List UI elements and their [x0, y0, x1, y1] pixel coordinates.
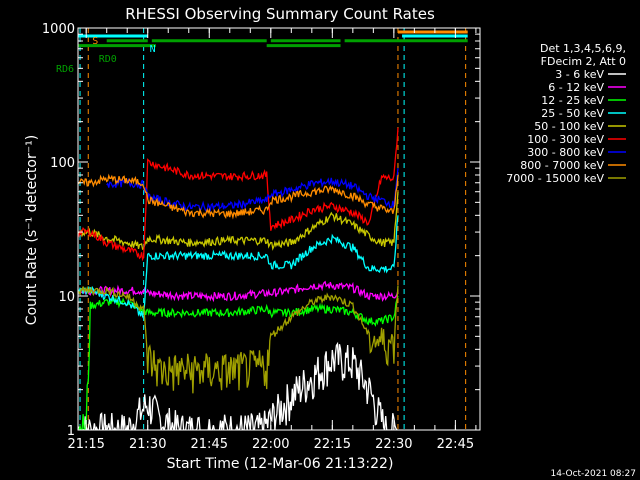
plot-frame — [77, 27, 481, 431]
series-line-0 — [78, 341, 398, 430]
flag-label-rd0: RD0 — [99, 54, 117, 65]
y-tick-label: 1 — [67, 424, 75, 439]
legend-entry-label: 100 - 300 keV — [527, 133, 604, 146]
x-tick-label: 22:00 — [252, 437, 289, 452]
x-tick-label: 22:15 — [314, 437, 351, 452]
series-line-6 — [106, 168, 399, 213]
x-tick-label: 21:45 — [191, 437, 228, 452]
x-axis-label: Start Time (12-Mar-06 21:13:22) — [167, 456, 394, 472]
legend-header-line: FDecim 2, Att 0 — [541, 55, 626, 68]
series-line-2 — [78, 295, 399, 430]
plot-area — [78, 28, 468, 430]
y-axis-label: Count Rate (s⁻¹ detector⁻¹) — [24, 135, 40, 325]
y-tick-label: 100 — [50, 156, 75, 171]
footer-date: 14-Oct-2021 08:27 — [551, 469, 636, 479]
x-tick-label: 22:30 — [375, 437, 412, 452]
legend-entry-label: 12 - 25 keV — [541, 94, 604, 107]
x-tick-label: 21:15 — [67, 437, 104, 452]
legend-entry-label: 6 - 12 keV — [548, 81, 604, 94]
legend-entry-label: 3 - 6 keV — [555, 68, 604, 81]
x-tick-label: 22:45 — [437, 437, 474, 452]
legend-entry-label: 800 - 7000 keV — [520, 159, 604, 172]
legend-entry-label: 50 - 100 keV — [534, 120, 604, 133]
legend-entry-label: 300 - 800 keV — [527, 146, 604, 159]
series-line-3 — [78, 215, 399, 319]
y-tick-label: 1000 — [42, 22, 75, 37]
legend-header-line: Det 1,3,4,5,6,9, — [540, 42, 626, 55]
series-line-4 — [78, 191, 399, 251]
x-tick-label: 21:30 — [129, 437, 166, 452]
flag-label-s: S — [92, 36, 98, 47]
series-line-5 — [78, 127, 399, 262]
axes: 1 10 100 1000 21:15 21:30 21:45 22:00 22:15 22:30… — [42, 22, 481, 452]
series-line-1 — [78, 280, 399, 303]
series-line-7 — [78, 173, 399, 220]
legend-entry-label: 7000 - 15000 keV — [506, 172, 604, 185]
legend: Det 1,3,4,5,6,9,FDecim 2, Att 03 - 6 keV… — [506, 42, 626, 185]
flag-label-n: N — [150, 44, 156, 55]
chart-title: RHESSI Observing Summary Count Rates — [125, 5, 435, 23]
legend-entry-label: 25 - 50 keV — [541, 107, 604, 120]
y-tick-label: 10 — [58, 290, 75, 305]
series-line-8 — [78, 285, 399, 394]
flag-label-rd6: RD6 — [56, 64, 74, 75]
